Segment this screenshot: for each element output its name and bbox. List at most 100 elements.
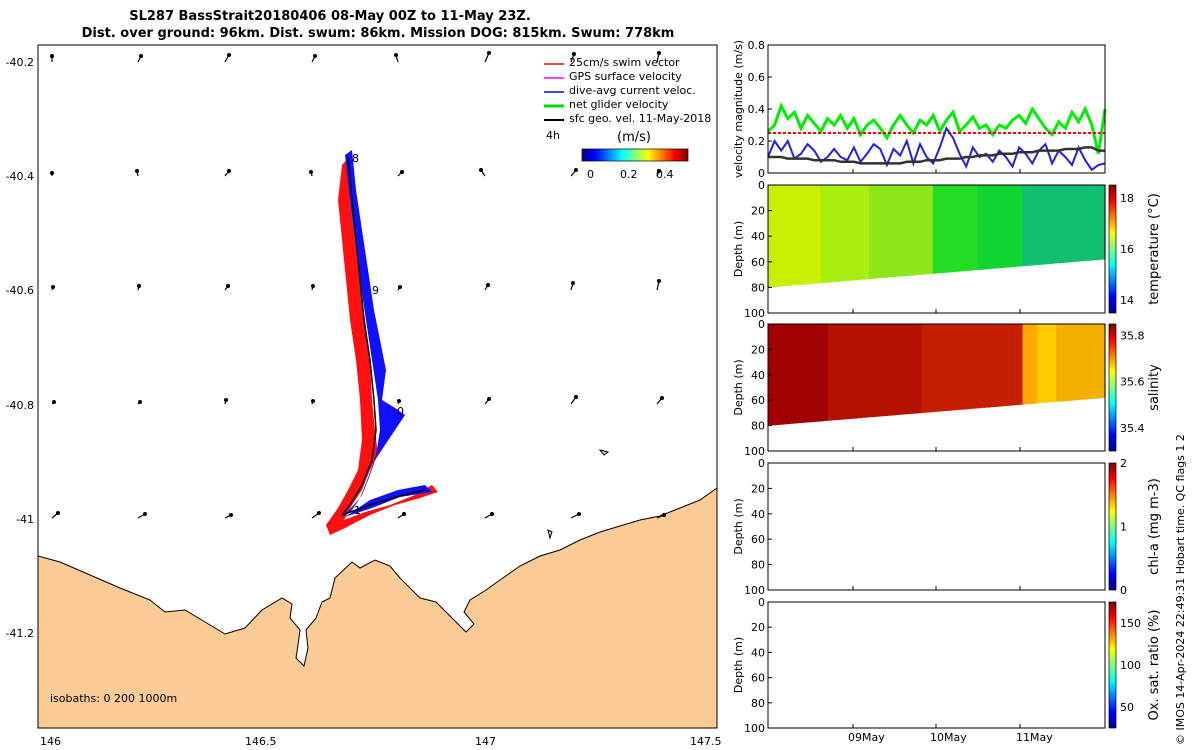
profile-column [1071,185,1076,263]
profile-column [1101,324,1106,398]
panel-2: 0 20 40 60 80 100 Depth (m) 35.4 35.6 35.8 salinit… [732,318,1162,458]
profile-column [827,324,833,421]
day-label: 8 [352,152,359,165]
colorbar-tick: 35.6 [1120,376,1145,389]
velocity-arrow-head [226,284,231,289]
map-x-tick: 147 [475,735,496,748]
profile-column [861,185,866,280]
profile-column [895,185,900,277]
profile-column [899,324,904,415]
profile-column [884,324,889,416]
profile-column [809,185,814,284]
profile-column [936,324,941,412]
profile-column [906,185,911,276]
profile-column [1003,185,1009,268]
map-y-tick: -40.2 [6,56,34,69]
profile-column [783,324,788,425]
profile-column [1045,324,1050,403]
legend-entry: 25cm/s swim vector [569,56,680,69]
velocity-arrow-head [313,53,318,58]
velocity-series-line [768,146,1105,165]
profile-column [1048,324,1054,403]
panel-3: 0 20 40 60 80 100 Depth (m) 0 1 2 chl-a (mg m-3) [732,457,1162,597]
map-x-tick: 147.5 [690,735,722,748]
profile-column [1071,324,1076,401]
panel-4: 0 20 40 60 80 100 Depth (m) 50 100 150 Ox. sat. ra… [732,596,1162,735]
panel-colorbar [1108,462,1117,591]
velocity-arrow-head [317,511,322,516]
profile-column [959,324,964,410]
swim-vector-swath [326,158,438,535]
profile-column [861,324,866,418]
panel-y-tick: 80 [751,697,765,710]
panel-y-tick: 0 [758,167,765,180]
velocity-arrow-head [661,512,666,517]
profile-column [1000,185,1005,268]
profile-column [850,185,855,281]
profile-column [992,185,997,269]
profile-column [921,185,926,275]
map-axes-box [37,44,718,729]
velocity-arrow-head [573,168,578,173]
profile-column [801,185,806,285]
profile-column [1075,324,1080,401]
profile-column [929,185,934,274]
panel-y-tick: 0 [758,318,765,331]
profile-column [1015,185,1020,267]
profile-column [1082,324,1087,400]
profile-column [925,324,930,413]
profile-column [1011,324,1016,406]
profile-column [921,324,926,413]
profile-column [1060,324,1065,402]
panel-y-tick: 100 [744,445,765,458]
profile-column [973,324,979,409]
panel-y-tick: 80 [751,281,765,294]
profile-column [1093,324,1099,399]
profile-column [880,324,885,417]
profile-column [801,324,806,423]
profile-column [1090,324,1095,399]
velocity-arrow-head [224,398,229,403]
map-y-tick: -40.6 [6,284,34,297]
velocity-arrow-head [138,400,143,405]
profile-column [1075,185,1080,262]
glider-track [341,157,426,516]
profile-column [884,185,889,278]
profile-column [820,324,825,422]
panel-y-tick: 20 [751,205,765,218]
profile-column [798,185,803,285]
panel-y-tick: 0 [758,596,765,609]
profile-column [794,324,799,424]
profile-column [779,324,784,425]
profile-column [812,324,818,422]
profile-column [827,185,833,283]
profile-column [981,324,986,408]
profile-column [951,324,956,411]
profile-column [839,324,844,420]
profile-column [929,324,934,413]
profile-column [816,185,821,284]
profile-column [959,185,964,272]
profile-column [1007,324,1012,406]
legend-entry: GPS surface velocity [569,70,682,83]
panel-1: 0 20 40 60 80 100 Depth (m) 14 16 18 temperature (… [732,179,1162,320]
velocity-arrow-head [490,511,495,516]
profile-column [824,185,829,283]
profile-column [798,324,803,424]
velocity-arrow-head [49,171,54,176]
profile-column [917,324,923,414]
profile-column [1067,324,1072,401]
profile-column [786,185,791,286]
panel-y-tick: 0.6 [748,71,766,84]
panel-y-label: velocity magnitude (m/s) [732,40,745,178]
velocity-arrow-head [229,512,234,517]
profile-column [876,185,881,279]
profile-column [842,185,848,282]
profile-column [985,185,990,270]
profile-column [996,324,1001,407]
time-tick: 10May [930,731,967,744]
profile-column [955,324,960,411]
panel-y-tick: 100 [744,307,765,320]
profile-column [1003,324,1009,406]
profile-column [1022,185,1027,267]
